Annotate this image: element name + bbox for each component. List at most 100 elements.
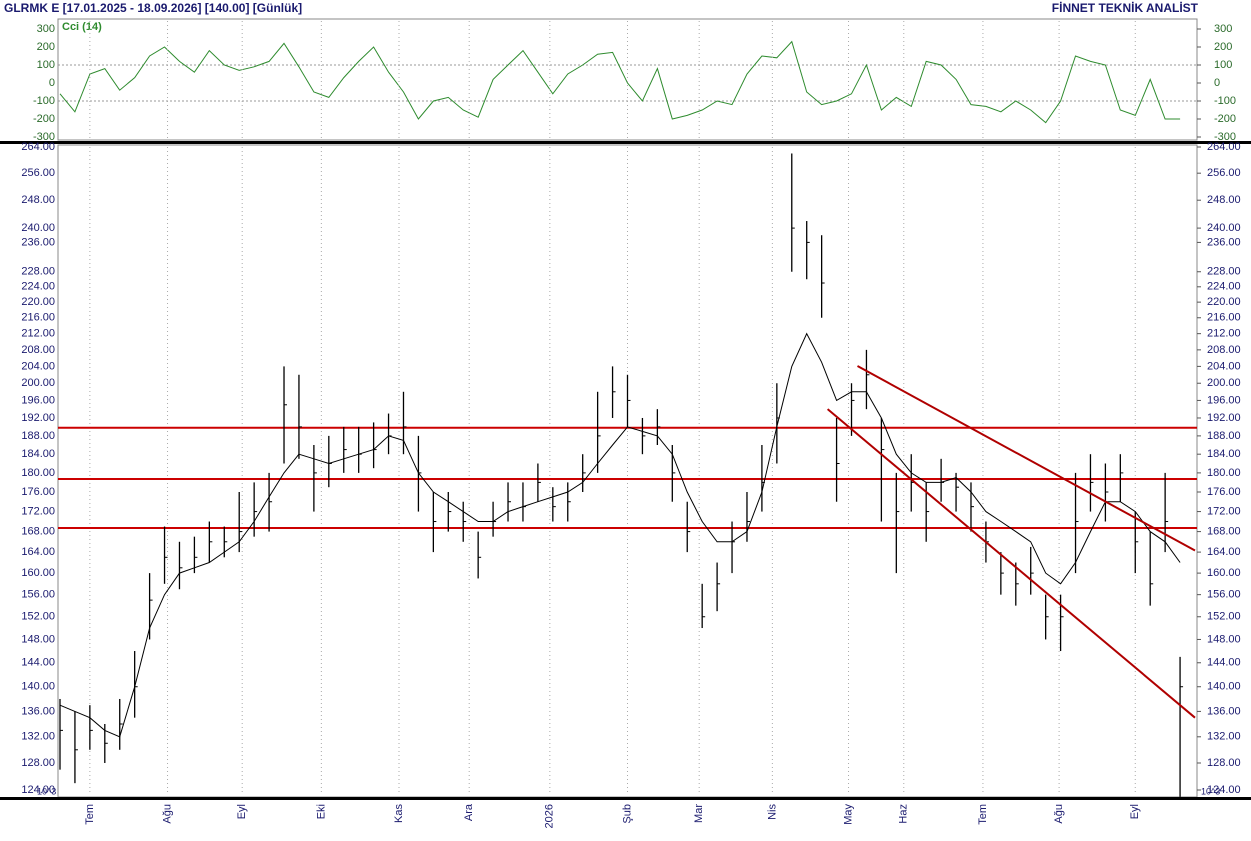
y-tick-label-right: 192.00 bbox=[1207, 412, 1241, 424]
y-tick-label: 0 bbox=[49, 77, 55, 89]
y-tick-label-right: 168.00 bbox=[1207, 526, 1241, 538]
y-tick-label: 200.00 bbox=[21, 377, 55, 389]
x-tick-label: Şub bbox=[621, 804, 633, 824]
y-tick-label-right: 200 bbox=[1214, 41, 1232, 53]
y-tick-label-right: 100 bbox=[1214, 59, 1232, 71]
y-tick-label: 176.00 bbox=[21, 486, 55, 498]
y-tick-label: 264.00 bbox=[21, 141, 55, 153]
y-tick-label: 184.00 bbox=[21, 448, 55, 460]
multiplier-label-right: 10^3 bbox=[1201, 786, 1220, 796]
y-tick-label-right: 236.00 bbox=[1207, 236, 1241, 248]
y-tick-label: 192.00 bbox=[21, 412, 55, 424]
legend-label: Cci (14) bbox=[62, 21, 102, 33]
y-tick-label: 204.00 bbox=[21, 360, 55, 372]
y-tick-label-right: 264.00 bbox=[1207, 141, 1241, 153]
x-tick-label: Tem bbox=[977, 804, 989, 825]
y-tick-label: 164.00 bbox=[21, 546, 55, 558]
y-tick-label: -100 bbox=[33, 95, 55, 107]
y-tick-label-right: 300 bbox=[1214, 23, 1232, 35]
x-tick-label: May bbox=[842, 804, 854, 825]
y-tick-label-right: 248.00 bbox=[1207, 194, 1241, 206]
y-tick-label: 236.00 bbox=[21, 236, 55, 248]
header-title: GLRMK E [17.01.2025 - 18.09.2026] [140.0… bbox=[4, 1, 302, 15]
y-tick-label-right: -300 bbox=[1214, 131, 1236, 143]
y-tick-label-right: 204.00 bbox=[1207, 360, 1241, 372]
y-tick-label-right: 124.00 bbox=[1207, 784, 1241, 796]
y-tick-label: 224.00 bbox=[21, 281, 55, 293]
x-tick-label: Mar bbox=[693, 804, 705, 823]
y-tick-label-right: 0 bbox=[1214, 77, 1220, 89]
x-tick-label: Eyl bbox=[1129, 804, 1141, 819]
bottom-separator bbox=[0, 797, 1251, 800]
x-tick-label: Eki bbox=[315, 804, 327, 819]
y-tick-label: 172.00 bbox=[21, 505, 55, 517]
x-tick-label: 2026 bbox=[544, 804, 556, 828]
moving-average bbox=[59, 332, 1181, 738]
y-tick-label-right: 156.00 bbox=[1207, 589, 1241, 601]
y-tick-label-right: 140.00 bbox=[1207, 681, 1241, 693]
x-tick-label: Eyl bbox=[236, 804, 248, 819]
y-tick-label-right: 220.00 bbox=[1207, 296, 1241, 308]
y-tick-label: 100 bbox=[37, 59, 55, 71]
y-tick-label-right: 212.00 bbox=[1207, 328, 1241, 340]
y-tick-label-right: 132.00 bbox=[1207, 731, 1241, 743]
x-tick-label: Tem bbox=[84, 804, 96, 825]
y-tick-label: 132.00 bbox=[21, 731, 55, 743]
y-tick-label-right: 128.00 bbox=[1207, 757, 1241, 769]
y-tick-label: 144.00 bbox=[21, 657, 55, 669]
x-tick-label: Kas bbox=[393, 804, 405, 823]
y-tick-label: 188.00 bbox=[21, 430, 55, 442]
y-tick-label-right: 152.00 bbox=[1207, 611, 1241, 623]
y-tick-label: 168.00 bbox=[21, 526, 55, 538]
cci-frame bbox=[57, 18, 1198, 141]
y-tick-label-right: 164.00 bbox=[1207, 546, 1241, 558]
x-tick-label: Ara bbox=[463, 803, 475, 821]
y-tick-label-right: -200 bbox=[1214, 113, 1236, 125]
y-tick-label-right: 256.00 bbox=[1207, 167, 1241, 179]
y-tick-label: 212.00 bbox=[21, 328, 55, 340]
y-tick-label: 256.00 bbox=[21, 167, 55, 179]
y-tick-label-right: 144.00 bbox=[1207, 657, 1241, 669]
y-tick-label: 240.00 bbox=[21, 222, 55, 234]
y-tick-label-right: 224.00 bbox=[1207, 281, 1241, 293]
y-tick-label-right: 160.00 bbox=[1207, 567, 1241, 579]
x-tick-label: Nis bbox=[766, 804, 778, 820]
y-tick-label: 300 bbox=[37, 23, 55, 35]
y-tick-label: 160.00 bbox=[21, 567, 55, 579]
cci-line bbox=[59, 40, 1181, 124]
y-tick-label-right: -100 bbox=[1214, 95, 1236, 107]
y-tick-label: 180.00 bbox=[21, 467, 55, 479]
y-tick-label-right: 148.00 bbox=[1207, 633, 1241, 645]
y-tick-label-right: 196.00 bbox=[1207, 394, 1241, 406]
y-tick-label-right: 200.00 bbox=[1207, 377, 1241, 389]
x-tick-label: Ağu bbox=[161, 804, 173, 824]
y-tick-label: 228.00 bbox=[21, 266, 55, 278]
y-tick-label: 220.00 bbox=[21, 296, 55, 308]
y-tick-label-right: 240.00 bbox=[1207, 222, 1241, 234]
y-tick-label: 156.00 bbox=[21, 589, 55, 601]
y-tick-label-right: 228.00 bbox=[1207, 266, 1241, 278]
y-tick-label: 216.00 bbox=[21, 312, 55, 324]
y-tick-label-right: 184.00 bbox=[1207, 448, 1241, 460]
y-tick-label: 140.00 bbox=[21, 681, 55, 693]
y-tick-label: 128.00 bbox=[21, 757, 55, 769]
x-tick-label: Ağu bbox=[1053, 804, 1065, 824]
y-tick-label-right: 188.00 bbox=[1207, 430, 1241, 442]
y-tick-label-right: 208.00 bbox=[1207, 344, 1241, 356]
y-tick-label-right: 136.00 bbox=[1207, 705, 1241, 717]
y-tick-label: 196.00 bbox=[21, 394, 55, 406]
panel-separator bbox=[0, 141, 1251, 144]
y-tick-label: -300 bbox=[33, 131, 55, 143]
header-source: FİNNET TEKNİK ANALİST bbox=[1052, 0, 1199, 15]
y-tick-label: 152.00 bbox=[21, 611, 55, 623]
x-tick-label: Haz bbox=[898, 804, 910, 824]
trend-line bbox=[826, 408, 1196, 719]
y-tick-label: 248.00 bbox=[21, 194, 55, 206]
multiplier-label: 10^3 bbox=[37, 786, 56, 796]
y-tick-label-right: 172.00 bbox=[1207, 505, 1241, 517]
y-tick-label: -200 bbox=[33, 113, 55, 125]
y-tick-label-right: 180.00 bbox=[1207, 467, 1241, 479]
y-tick-label: 208.00 bbox=[21, 344, 55, 356]
